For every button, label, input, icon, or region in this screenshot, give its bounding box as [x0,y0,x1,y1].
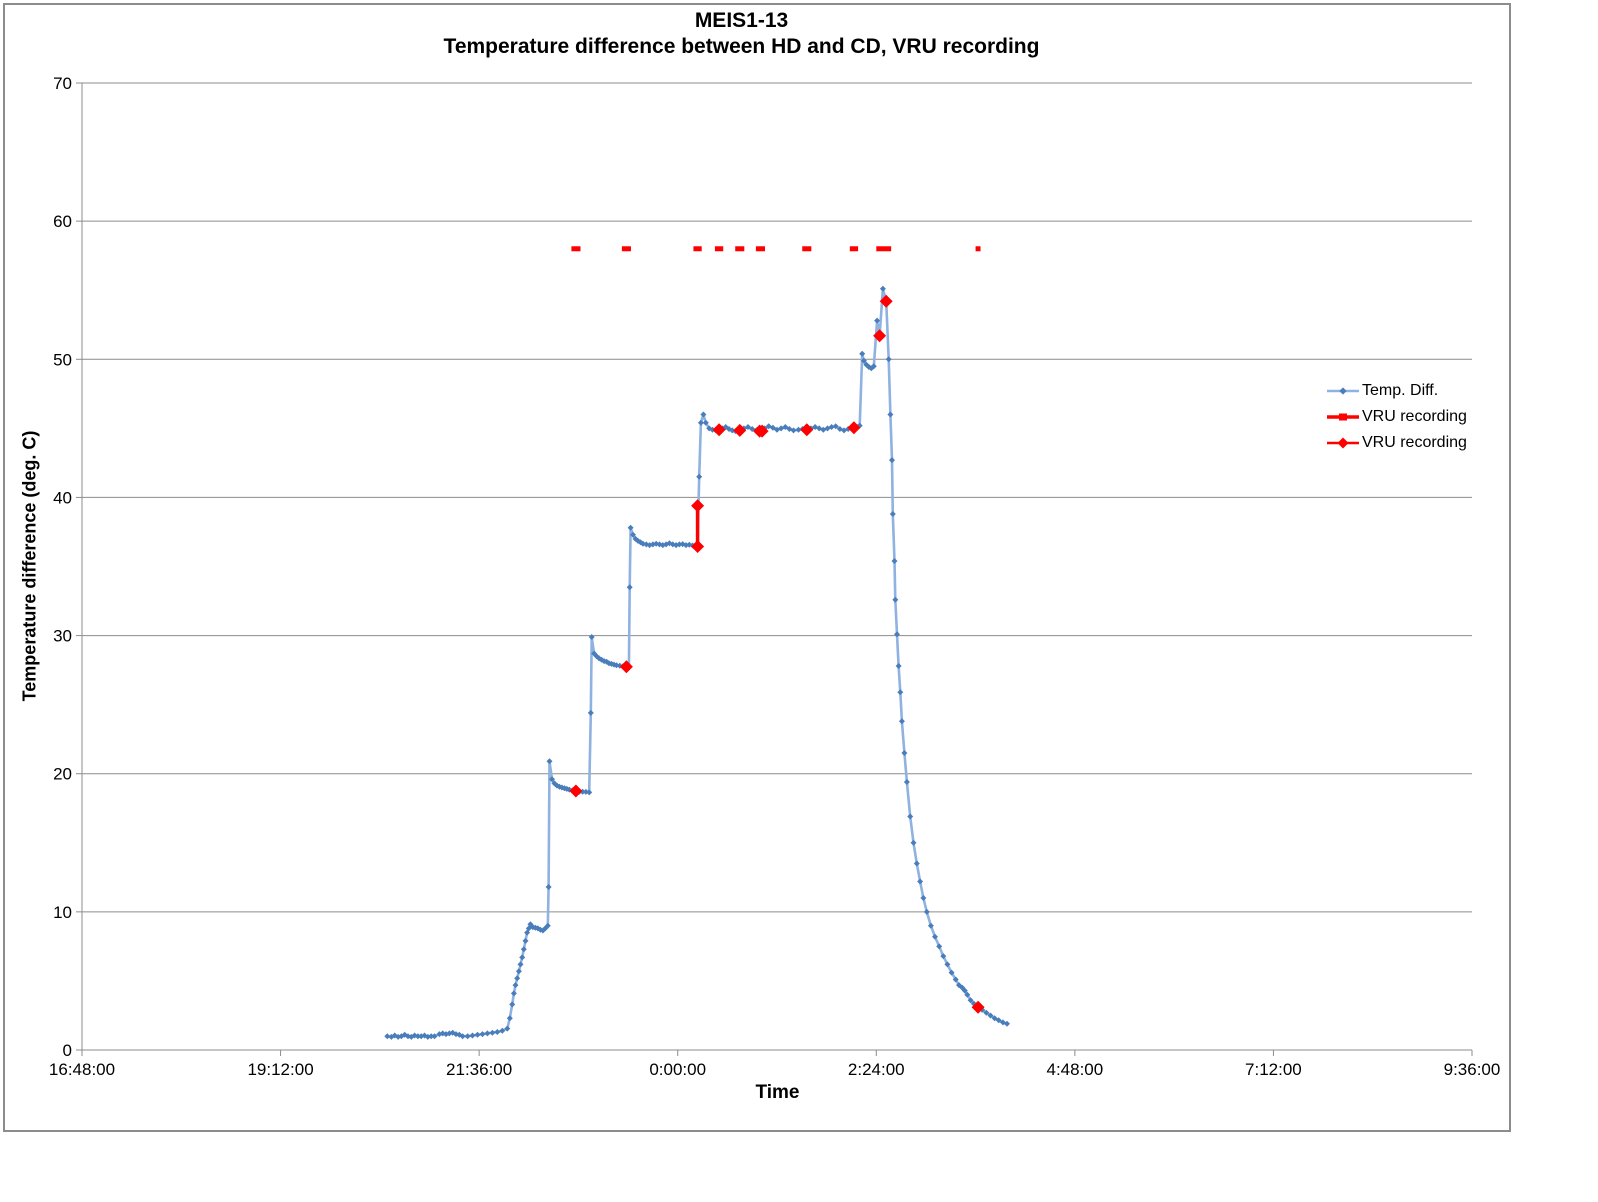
x-tick-label: 9:36:00 [1444,1060,1501,1079]
temp-diff-line [387,287,1008,1039]
legend-swatch-temp-diff-icon [1327,387,1359,395]
chart-title-line1: MEIS1-13 [694,9,789,32]
y-tick-label: 20 [53,765,72,784]
chart-title: MEIS1-13 Temperature difference between … [0,8,1483,60]
legend-item-vru-recording-dash: VRU recording [1326,404,1467,430]
x-tick-label: 7:12:00 [1245,1060,1302,1079]
chart-title-line2: Temperature difference between HD and CD… [443,35,1040,58]
x-tick-label: 16:48:00 [49,1060,115,1079]
legend-swatch-vru-dash-icon [1327,413,1359,421]
vru-recording-markers [569,294,985,1014]
legend-item-temp-diff: Temp. Diff. [1326,378,1467,404]
x-tick-label: 0:00:00 [649,1060,706,1079]
legend-swatch-vru-diamond-icon [1327,437,1359,449]
temp-diff-markers [384,285,1010,1040]
y-tick-label: 70 [53,74,72,93]
y-axis-title: Temperature difference (deg. C) [19,430,40,702]
y-tick-label: 0 [63,1041,72,1060]
legend-label: Temp. Diff. [1362,382,1439,399]
x-tick-label: 4:48:00 [1046,1060,1103,1079]
legend-item-vru-recording-diamond: VRU recording [1326,430,1467,456]
y-tick-label: 30 [53,627,72,646]
y-tick-label: 60 [53,212,72,231]
x-axis-title: Time [755,1082,800,1103]
x-tick-label: 21:36:00 [446,1060,512,1079]
legend: Temp. Diff. VRU recording VRU recording [1326,378,1467,456]
legend-label: VRU recording [1362,408,1467,425]
legend-label: VRU recording [1362,434,1467,451]
chart-frame [3,3,1511,1132]
y-tick-label: 50 [53,350,72,369]
y-tick-label: 10 [53,903,72,922]
x-tick-label: 19:12:00 [247,1060,313,1079]
x-tick-label: 2:24:00 [848,1060,905,1079]
y-tick-label: 40 [53,488,72,507]
